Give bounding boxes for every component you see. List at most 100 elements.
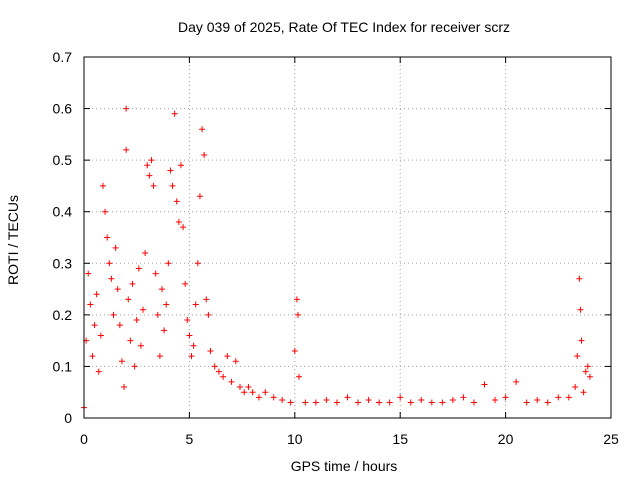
y-tick-label: 0.5 [53,152,73,168]
data-point [104,234,111,241]
data-point [291,347,298,354]
data-point [175,219,182,226]
x-tick-label: 15 [392,431,408,447]
data-point [544,399,551,406]
chart-title: Day 039 of 2025, Rate Of TEC Index for r… [178,19,510,35]
data-point [184,317,191,324]
data-point [152,270,159,277]
data-point [293,296,300,303]
data-point [102,208,109,215]
data-point [186,332,193,339]
data-point [199,126,206,133]
data-point [523,399,530,406]
data-point [302,399,309,406]
data-point [449,396,456,403]
data-point [171,110,178,117]
data-point [118,358,125,365]
x-tick-label: 0 [80,431,88,447]
data-point [323,396,330,403]
x-axis-label: GPS time / hours [291,458,398,474]
y-tick-label: 0.4 [53,204,73,220]
data-point [577,306,584,313]
data-point [99,182,106,189]
data-point [333,399,340,406]
data-point [203,296,210,303]
data-point [194,260,201,267]
data-point [241,389,248,396]
data-point [470,399,477,406]
data-point [137,342,144,349]
grid-lines [84,57,611,418]
data-point [228,378,235,385]
data-point [123,105,130,112]
data-point [296,373,303,380]
data-point [584,363,591,370]
data-point [165,260,172,267]
data-point [106,260,113,267]
data-point [582,368,589,375]
data-point [574,353,581,360]
data-point [270,394,277,401]
data-point [154,311,161,318]
data-point [262,389,269,396]
data-point [397,394,404,401]
data-point [407,399,414,406]
data-point [180,224,187,231]
data-point [245,384,252,391]
data-point [163,301,170,308]
data-point [555,394,562,401]
data-point [201,151,208,158]
data-point [123,146,130,153]
data-point [142,249,149,256]
data-point [232,358,239,365]
data-point [312,399,319,406]
data-point [127,337,134,344]
data-point [89,353,96,360]
data-point [481,381,488,388]
data-point [294,311,301,318]
data-point [236,384,243,391]
data-point [133,317,140,324]
data-point [177,162,184,169]
data-point [386,399,393,406]
data-point [121,384,128,391]
data-point [205,311,212,318]
data-point [192,301,199,308]
data-point [116,322,123,329]
data-point [418,396,425,403]
data-point [215,368,222,375]
data-point [224,353,231,360]
data-point [220,373,227,380]
plot-frame [83,56,612,419]
data-point [376,399,383,406]
data-point [182,280,189,287]
data-point [131,363,138,370]
data-point [279,396,286,403]
data-point [586,373,593,380]
data-point [502,394,509,401]
y-axis-label: ROTI / TECUs [5,195,21,285]
data-point [112,244,119,251]
data-point [161,327,168,334]
data-point [125,296,132,303]
x-tick-label: 20 [498,431,514,447]
data-point [196,193,203,200]
x-tick-label: 25 [603,431,619,447]
data-point [91,322,98,329]
data-point [580,389,587,396]
data-point [287,399,294,406]
data-point [249,389,256,396]
data-point [144,162,151,169]
data-point [95,368,102,375]
data-points [81,105,593,411]
data-point [439,399,446,406]
data-point [173,198,180,205]
data-point [365,396,372,403]
data-point [513,378,520,385]
data-point [167,167,174,174]
y-tick-label: 0.1 [53,358,73,374]
data-point [355,399,362,406]
x-tick-label: 5 [186,431,194,447]
data-point [93,291,100,298]
data-point [114,286,121,293]
